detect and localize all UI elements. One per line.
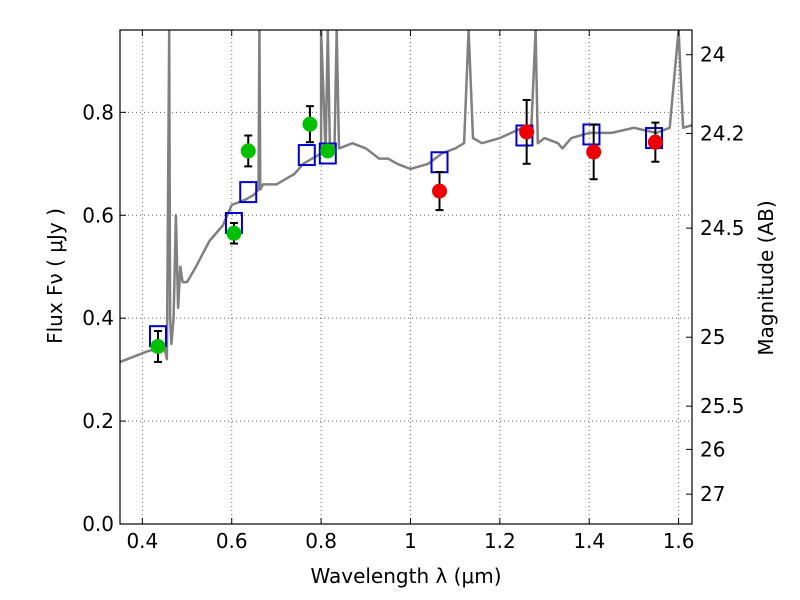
x-tick-label: 0.6: [216, 529, 248, 553]
y-tick-label: 0.0: [82, 512, 114, 536]
x-tick-label: 1.6: [663, 529, 695, 553]
right-tick-label: 25: [700, 325, 725, 349]
observed-point: [519, 124, 535, 140]
right-tick-label: 24.2: [700, 121, 745, 145]
y-axis-label: Flux Fν ( μJy ): [43, 208, 67, 344]
right-tick-label: 24.5: [700, 216, 745, 240]
right-tick-label: 27: [700, 482, 725, 506]
observed-point: [240, 143, 256, 159]
right-axis-label: Magnitude (AB): [754, 200, 778, 355]
model-photometry-square: [297, 144, 316, 167]
x-tick-label: 1.4: [573, 529, 605, 553]
x-tick-label: 1.2: [484, 529, 516, 553]
right-tick-label: 25.5: [700, 394, 745, 418]
observed-point: [226, 225, 242, 241]
observed-point: [302, 116, 318, 132]
grid: [120, 30, 692, 524]
y-tick-label: 0.8: [82, 100, 114, 124]
observed-point: [320, 143, 336, 159]
x-tick-label: 1: [404, 529, 417, 553]
right-tick-label: 26: [700, 437, 725, 461]
clipped-data: [120, 30, 692, 364]
observed-point: [586, 144, 602, 160]
axis-ticks: 0.4 0.6 0.8 1 1.2 1.4 1.6 0.0 0.2 0.4 0.6 0.8 24 24.2…: [82, 30, 745, 553]
x-tick-label: 0.8: [305, 529, 337, 553]
y-tick-label: 0.4: [82, 306, 114, 330]
y-tick-label: 0.2: [82, 409, 114, 433]
observed-point: [150, 338, 166, 354]
right-tick-label: 24: [700, 43, 725, 67]
observed-point: [647, 134, 663, 150]
plot-frame: [119, 29, 693, 525]
model-photometry-square: [239, 181, 258, 204]
x-axis-label: Wavelength λ (μm): [310, 564, 501, 588]
y-tick-label: 0.6: [82, 203, 114, 227]
observed-point: [432, 183, 448, 199]
plot-data: [120, 30, 692, 364]
model-spectrum-line: [120, 30, 692, 364]
x-tick-label: 0.4: [126, 529, 158, 553]
